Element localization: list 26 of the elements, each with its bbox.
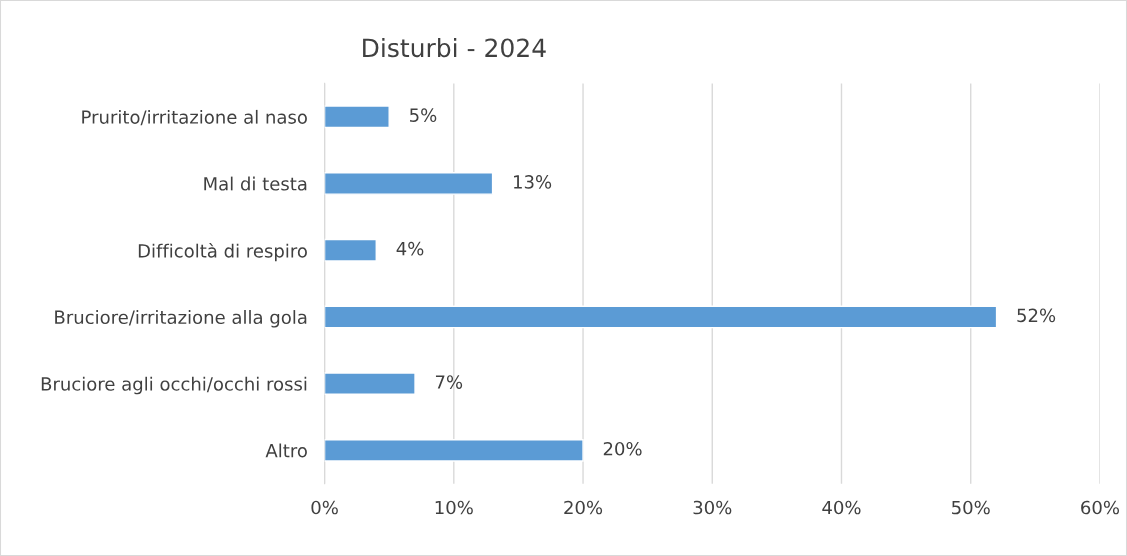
x-tick-label: 20% [564,500,603,515]
y-tick-label: Mal di testa [204,176,307,191]
x-tick-label: 0% [311,500,338,515]
data-label: 20% [603,441,642,456]
y-tick-label: Bruciore agli occhi/occhi rossi [41,376,307,395]
bar [324,372,416,396]
y-tick-label: Prurito/irritazione al naso [82,109,307,126]
x-tick-label: 50% [952,500,990,515]
bar [324,438,584,462]
bar [324,105,390,129]
y-tick-label: Bruciore/irritazione alla gola [55,310,307,328]
y-tick-label: Difficoltà di respiro [138,242,307,262]
x-tick-label: 40% [822,500,861,515]
y-tick-label: Altro [265,443,307,458]
x-tick-label: 60% [1081,500,1120,515]
bar [324,238,377,262]
data-label: 4% [396,241,424,256]
data-label: 7% [435,375,463,389]
x-tick-label: 30% [693,500,732,515]
bar [324,172,494,195]
bar [324,305,998,329]
data-label: 52% [1017,308,1056,323]
data-label: 13% [514,175,552,189]
x-tick-label: 10% [435,500,473,515]
chart-title: Disturbi - 2024 [363,37,546,58]
data-label: 5% [410,108,437,122]
